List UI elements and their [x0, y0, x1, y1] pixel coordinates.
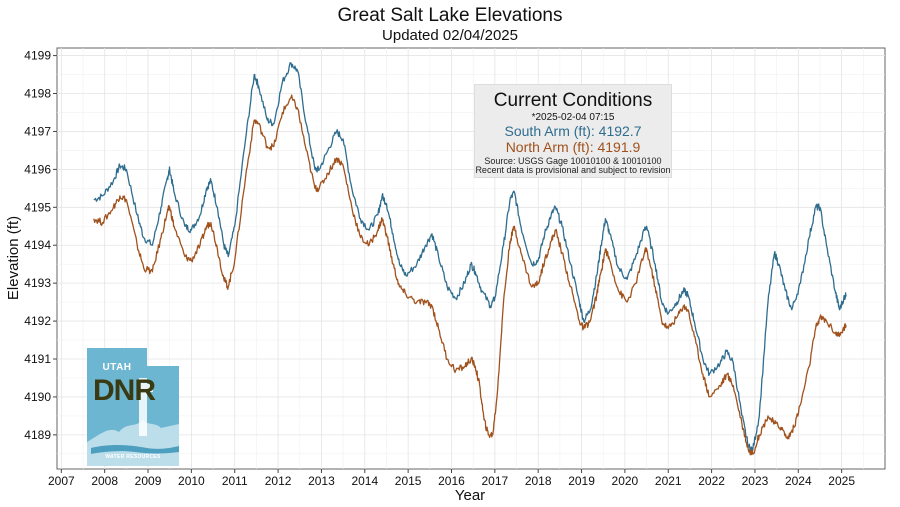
grid-lines: [56, 47, 886, 470]
utah-dnr-logo: UTAH DNR WATER RESOURCES: [87, 348, 179, 466]
axes: 4189 4190 4191 4192 4193 4194 4195 4196 4197 4198…: [24, 49, 855, 488]
x-tick-label: 2022: [698, 474, 725, 488]
y-tick-label: 4191: [24, 352, 51, 366]
series-layer: [93, 62, 847, 456]
x-tick-label: 2008: [91, 474, 118, 488]
x-tick-label: 2016: [438, 474, 465, 488]
logo-dnr-text: DNR: [93, 374, 156, 407]
x-tick-label: 2017: [481, 474, 508, 488]
x-tick-label: 2012: [265, 474, 292, 488]
chart-subtitle: Updated 02/04/2025: [382, 27, 518, 44]
utah-state-shape: [87, 348, 179, 466]
x-tick-label: 2014: [351, 474, 378, 488]
x-tick-label: 2021: [655, 474, 682, 488]
x-tick-label: 2018: [525, 474, 552, 488]
south-arm-reading: South Arm (ft): 4192.7: [504, 123, 642, 140]
x-tick-label: 2007: [48, 474, 75, 488]
chart-title: Great Salt Lake Elevations: [337, 5, 563, 26]
data-source-note: Source: USGS Gage 10010100 & 10010100: [484, 155, 662, 166]
x-tick-label: 2009: [135, 474, 162, 488]
y-tick-label: 4192: [24, 314, 51, 328]
y-tick-label: 4195: [24, 200, 51, 214]
y-axis-label: Elevation (ft): [5, 216, 22, 300]
y-tick-label: 4198: [24, 87, 51, 101]
y-tick-label: 4199: [24, 49, 51, 63]
x-tick-label: 2024: [785, 474, 812, 488]
current-conditions-panel: Current Conditions *2025-02-04 07:15 Sou…: [474, 84, 672, 178]
y-tick-label: 4194: [24, 238, 51, 252]
y-tick-label: 4193: [24, 276, 51, 290]
conditions-timestamp: *2025-02-04 07:15: [531, 111, 615, 123]
plot-area: [56, 47, 886, 470]
logo-water-resources-text: WATER RESOURCES: [105, 454, 161, 460]
x-tick-label: 2025: [828, 474, 855, 488]
south-arm-series-line: [93, 62, 847, 453]
y-tick-label: 4190: [24, 390, 51, 404]
x-tick-label: 2019: [568, 474, 595, 488]
x-tick-label: 2011: [222, 474, 248, 488]
x-axis-label: Year: [455, 487, 485, 504]
y-tick-label: 4196: [24, 162, 51, 176]
x-tick-label: 2013: [308, 474, 335, 488]
provisional-data-note: Recent data is provisional and subject t…: [475, 165, 671, 176]
x-tick-label: 2010: [178, 474, 205, 488]
conditions-heading: Current Conditions: [493, 90, 653, 111]
north-arm-series-line: [93, 94, 847, 456]
x-tick-label: 2020: [612, 474, 639, 488]
y-tick-label: 4197: [24, 124, 51, 138]
x-tick-label: 2015: [395, 474, 422, 488]
north-arm-reading: North Arm (ft): 4191.9: [505, 139, 641, 156]
y-tick-label: 4189: [24, 428, 51, 442]
x-tick-label: 2023: [742, 474, 769, 488]
logo-utah-text: UTAH: [102, 362, 132, 373]
